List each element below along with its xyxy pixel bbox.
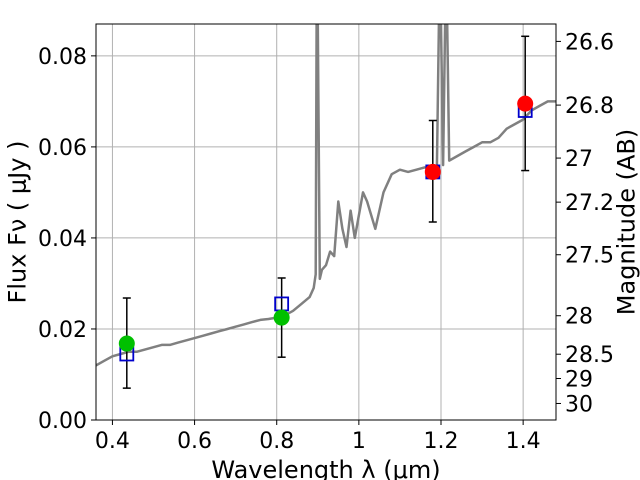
observed-flux-point xyxy=(118,335,135,352)
y-tick-label: 0.06 xyxy=(38,136,87,161)
y-tick-label: 0.04 xyxy=(38,227,87,252)
x-tick-label: 1 xyxy=(352,429,366,454)
mag-tick-label: 27.5 xyxy=(565,244,614,269)
grid xyxy=(96,24,556,421)
x-axis-label: Wavelength λ (μm) xyxy=(211,456,440,480)
y-axis-label: Flux Fν ( μJy ) xyxy=(3,141,31,304)
mag-tick-label: 26.8 xyxy=(565,94,614,119)
mag-tick-label: 27.2 xyxy=(565,191,614,216)
axes: 0.4 0.6 0.8 1 1.2 1.4 0.00 0.02 0.04 0.06 0.08 26.6… xyxy=(38,23,614,454)
x-tick-label: 1.2 xyxy=(424,429,459,454)
mag-tick-label: 29 xyxy=(565,367,593,392)
mag-tick-label: 30 xyxy=(565,392,593,417)
y-tick-label: 0.02 xyxy=(38,318,87,343)
mag-tick-label: 26.6 xyxy=(565,30,614,55)
x-tick-label: 0.6 xyxy=(177,429,212,454)
plot-area xyxy=(96,24,556,389)
observed-flux-point xyxy=(517,95,534,112)
observed-flux-point xyxy=(424,163,441,180)
mag-tick-label: 28.5 xyxy=(565,343,614,368)
x-tick-label: 0.4 xyxy=(95,429,130,454)
observed-flux-point xyxy=(273,309,290,326)
y-tick-label: 0.00 xyxy=(38,409,87,434)
y-tick-label: 0.08 xyxy=(38,45,87,70)
x-tick-label: 0.8 xyxy=(259,429,294,454)
plot-frame xyxy=(95,23,557,421)
y-axis-label-right: Magnitude (AB) xyxy=(613,129,640,315)
model-spectrum-line xyxy=(96,24,556,367)
mag-tick-label: 28 xyxy=(565,305,593,330)
mag-tick-label: 27 xyxy=(565,147,593,172)
x-tick-label: 1.4 xyxy=(506,429,541,454)
